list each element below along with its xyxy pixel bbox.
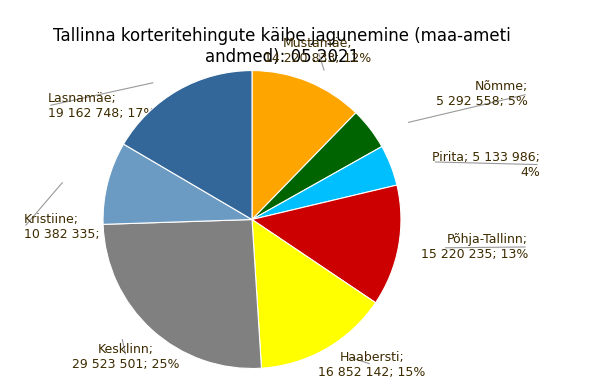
Text: Kristiine;
10 382 335; 9%: Kristiine; 10 382 335; 9% [24,213,124,241]
Wedge shape [252,113,382,220]
Text: Pirita; 5 133 986;
4%: Pirita; 5 133 986; 4% [432,151,540,179]
Text: Haabersti;
16 852 142; 15%: Haabersti; 16 852 142; 15% [319,350,425,379]
Text: Põhja-Tallinn;
15 220 235; 13%: Põhja-Tallinn; 15 220 235; 13% [421,233,528,261]
Text: Lasnamäe;
19 162 748; 17%: Lasnamäe; 19 162 748; 17% [48,92,155,120]
Wedge shape [252,71,356,220]
Text: Tallinna korteritehingute käibe jagunemine (maa-ameti
andmed): 05.2021: Tallinna korteritehingute käibe jagunemi… [53,27,511,66]
Text: Nõmme;
5 292 558; 5%: Nõmme; 5 292 558; 5% [436,80,528,108]
Wedge shape [252,185,401,303]
Wedge shape [252,147,397,220]
Wedge shape [103,144,252,224]
Text: Mustamäe;
14 220 833; 12%: Mustamäe; 14 220 833; 12% [265,37,371,65]
Wedge shape [252,220,376,368]
Wedge shape [124,71,252,220]
Wedge shape [103,220,262,368]
Text: Kesklinn;
29 523 501; 25%: Kesklinn; 29 523 501; 25% [72,343,180,371]
